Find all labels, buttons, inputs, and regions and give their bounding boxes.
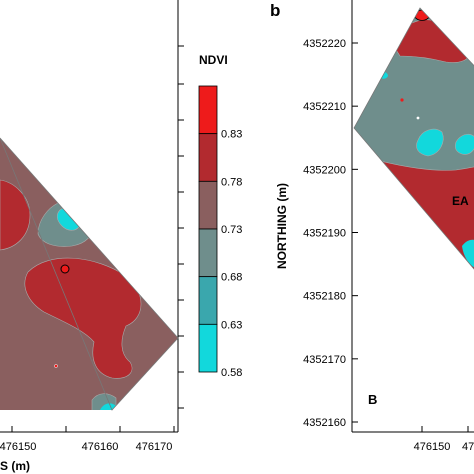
legend-level-label: 0.68 — [221, 272, 242, 284]
panel-a-xtick-label: 476150 — [0, 441, 36, 453]
panel-a: 476150 476160 476170 S (m) — [0, 0, 184, 473]
panel-b-x-axis-title-partial: EA — [452, 194, 469, 208]
ndvi-legend: NDVI 0.58 0.63 0.68 0.73 0.78 0.83 — [198, 53, 242, 379]
panel-b-y-axis-title: NORTHING (m) — [275, 183, 289, 269]
legend-labels: 0.58 0.63 0.68 0.73 0.78 0.83 — [221, 129, 242, 379]
panel-a-xtick-label: 476170 — [136, 441, 173, 453]
legend-swatch — [198, 85, 218, 135]
panel-b-xtick-label: 47 — [462, 441, 474, 453]
panel-a-map — [0, 138, 178, 410]
panel-b-y-tick-labels: 4352220 4352210 4352200 4352190 4352180 43521… — [303, 38, 346, 429]
legend-swatch — [198, 323, 218, 373]
panel-b-inner-letter: B — [368, 392, 377, 407]
panel-b-small-marker — [416, 116, 420, 120]
panel-b-y-tick-label: 4352170 — [303, 354, 346, 366]
legend-swatches — [198, 85, 218, 373]
panel-b-zone-cyan-mid — [416, 128, 444, 157]
panel-a-bottom-ticks — [11, 426, 175, 432]
panel-a-small-marker — [54, 364, 58, 368]
panel-b-zone-cyan-right — [454, 133, 474, 155]
panel-a-field-outline — [0, 137, 179, 411]
panel-b-y-tick-label: 4352160 — [303, 417, 346, 429]
panel-a-zone-high-left — [0, 179, 31, 251]
panel-b-zone-cyan-bottom — [462, 239, 474, 270]
panel-b-small-marker — [400, 98, 404, 102]
legend-swatch — [198, 276, 218, 325]
panel-b-y-tick-label: 4352190 — [303, 228, 346, 240]
legend-level-label: 0.58 — [221, 367, 242, 379]
panel-b-y-tick-label: 4352210 — [303, 101, 346, 113]
legend-title: NDVI — [199, 53, 228, 67]
panel-a-right-ticks — [178, 45, 184, 409]
panel-a-xtick-label: 476160 — [82, 441, 119, 453]
panel-b: b 43522204352210435220043521904352180435… — [270, 0, 474, 453]
legend-swatch — [198, 133, 218, 182]
legend-swatch — [198, 228, 218, 278]
panel-b-zone-high-bottom — [375, 159, 474, 276]
panel-b-y-tick-label: 4352180 — [303, 291, 346, 303]
legend-level-label: 0.78 — [221, 176, 242, 188]
panel-b-y-ticks — [352, 42, 358, 423]
panel-b-bottom-ticks — [421, 426, 469, 432]
panel-b-letter: b — [270, 1, 280, 20]
panel-a-x-axis-title-partial: S (m) — [0, 459, 30, 473]
panel-b-y-tick-label: 4352220 — [303, 38, 346, 50]
panel-b-y-tick-label: 4352200 — [303, 164, 346, 176]
legend-level-label: 0.73 — [221, 224, 242, 236]
panel-a-point-marker — [60, 264, 70, 274]
panel-b-xtick-label: 476150 — [414, 441, 451, 453]
legend-level-label: 0.83 — [221, 129, 242, 141]
panel-b-map — [354, 8, 474, 276]
panel-b-field-outline — [353, 7, 474, 270]
legend-swatch — [198, 180, 218, 230]
legend-level-label: 0.63 — [221, 319, 242, 331]
